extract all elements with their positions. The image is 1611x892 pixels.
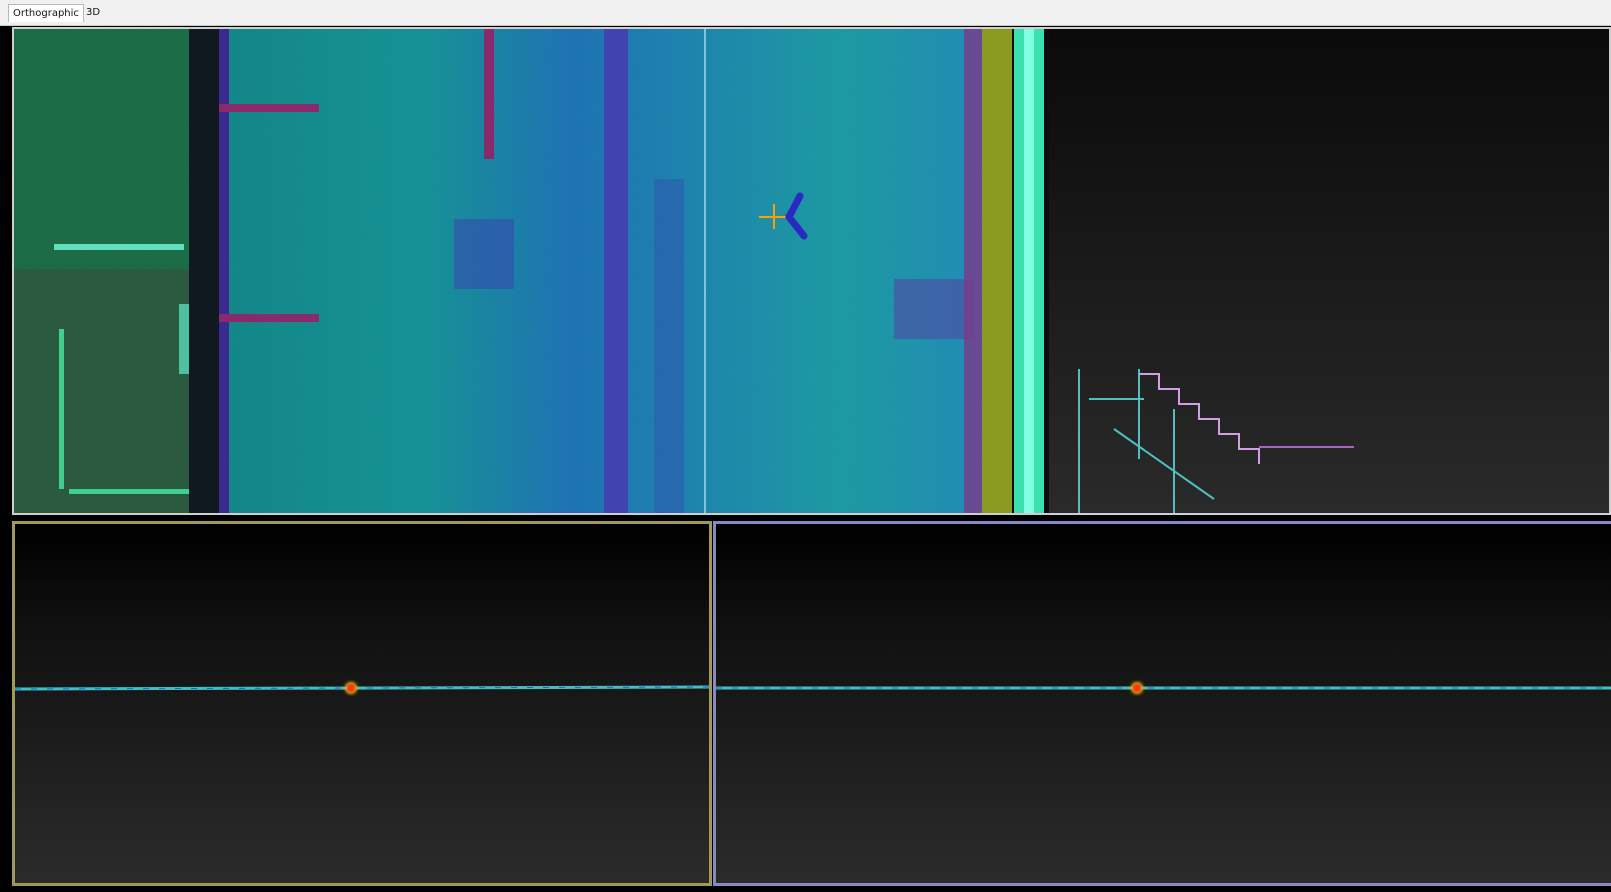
- bottom-left-viewport[interactable]: [12, 521, 712, 886]
- bottom-right-viewport[interactable]: [713, 521, 1611, 886]
- selected-point-marker: [1133, 684, 1141, 692]
- point-cloud-profile-left: [15, 685, 709, 691]
- crosshair-icon: [759, 204, 789, 229]
- view-tabbar: Orthographic 3D: [0, 0, 1611, 26]
- top-orthographic-viewport[interactable]: [12, 27, 1611, 515]
- point-cloud-profile-right: [716, 686, 1611, 690]
- tab-orthographic[interactable]: Orthographic: [8, 4, 84, 22]
- point-cloud-top-view: [14, 29, 1609, 513]
- tab-3d[interactable]: 3D: [86, 7, 101, 18]
- selected-point-marker: [347, 684, 355, 692]
- orientation-gizmo-icon: [785, 192, 808, 240]
